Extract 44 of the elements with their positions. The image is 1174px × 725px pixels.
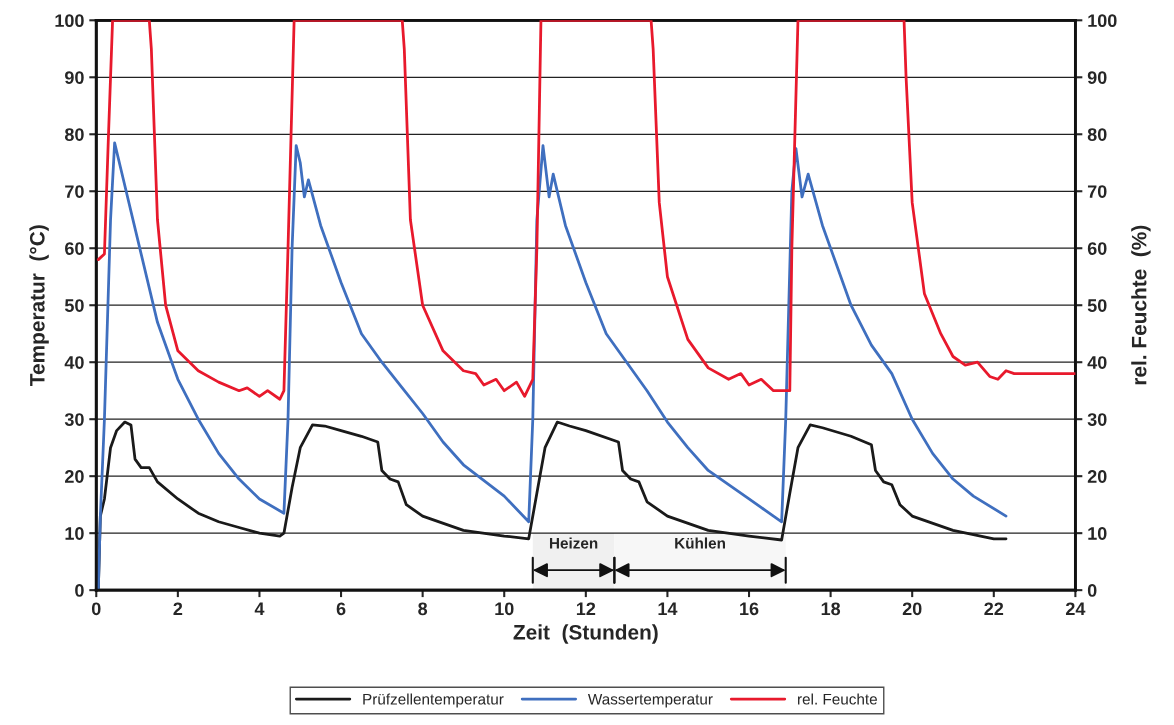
x-tick-label: 4	[254, 602, 265, 616]
x-tick-label: 24	[1065, 602, 1086, 616]
y-tick-label: 10	[65, 527, 84, 540]
legend-label: Prüfzellentemperatur	[363, 693, 504, 708]
y2-tick-label: 50	[1087, 299, 1107, 312]
band-label: Kühlen	[675, 537, 725, 549]
y2-tick-label: 20	[1087, 470, 1107, 483]
y2-tick-label: 90	[1087, 71, 1107, 85]
y-tick-label: 0	[75, 584, 84, 597]
y-axis-title: Temperatur (°C)	[29, 225, 49, 386]
y2-tick-label: 60	[1087, 242, 1107, 255]
x-tick-label: 2	[173, 602, 183, 616]
x-tick-label: 0	[91, 602, 101, 616]
y2-axis-title: rel. Feuchte (%)	[1131, 225, 1151, 385]
y2-tick-label: 100	[1088, 14, 1117, 28]
y-tick-label: 80	[64, 128, 84, 141]
y2-tick-label: 70	[1087, 185, 1107, 198]
y2-tick-label: 0	[1087, 584, 1097, 597]
x-tick-label: 18	[821, 602, 841, 616]
y-tick-label: 40	[64, 356, 84, 369]
line-series	[96, 141, 1008, 591]
legend-label: rel. Feuchte	[797, 693, 877, 705]
y2-tick-label: 40	[1087, 356, 1107, 369]
x-tick-label: 22	[984, 602, 1004, 616]
x-axis-title: Zeit (Stunden)	[513, 624, 658, 644]
x-tick-label: 8	[418, 602, 428, 616]
y-tick-label: 60	[65, 242, 84, 255]
y-tick-label: 100	[55, 14, 84, 28]
y2-tick-label: 80	[1087, 128, 1107, 141]
legend-label: Wassertemperatur	[587, 693, 713, 708]
y-tick-label: 50	[64, 299, 84, 312]
y-tick-label: 90	[65, 71, 84, 85]
band-label: Heizen	[549, 537, 598, 549]
x-tick-label: 16	[740, 602, 759, 616]
x-tick-label: 14	[658, 602, 678, 616]
x-tick-label: 20	[902, 602, 922, 616]
y2-tick-label: 30	[1087, 413, 1107, 426]
x-tick-label: 10	[495, 602, 514, 616]
x-tick-label: 6	[336, 602, 346, 616]
y-tick-label: 70	[65, 185, 84, 198]
y-tick-label: 20	[65, 470, 84, 483]
y2-tick-label: 10	[1088, 527, 1107, 540]
x-tick-label: 12	[576, 602, 596, 616]
y-tick-label: 30	[64, 413, 84, 426]
